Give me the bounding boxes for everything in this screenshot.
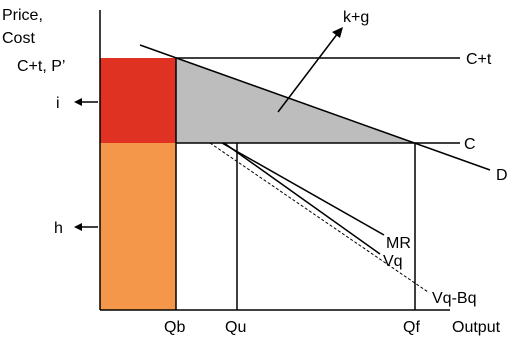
kg-label: k+g (343, 9, 369, 26)
h-area (100, 143, 176, 310)
vqbq-curve (209, 142, 429, 293)
kg-arrow (277, 32, 339, 113)
y-axis-label-line2: Cost (2, 30, 35, 47)
y-axis-label-line1: Price, (2, 7, 43, 24)
d-label: D (496, 167, 508, 184)
ct-label: C+t (466, 51, 492, 68)
qu-tick-label: Qu (225, 319, 246, 336)
x-axis-label: Output (452, 319, 501, 336)
vqbq-label: Vq-Bq (432, 290, 476, 307)
demand-curve (139, 44, 491, 171)
c-label: C (464, 136, 476, 153)
mr-curve (221, 142, 385, 236)
i-area (100, 58, 176, 143)
vq-label: Vq (383, 253, 403, 270)
h-arrow-head (74, 223, 82, 231)
vq-curve (223, 142, 381, 255)
i-label: i (56, 95, 60, 112)
kg-arrow-head (332, 27, 343, 38)
mr-label: MR (386, 235, 411, 252)
h-label: h (54, 220, 63, 237)
qb-tick-label: Qb (164, 319, 185, 336)
i-arrow-head (74, 98, 82, 106)
ct-p-label: C+t, P’ (17, 58, 65, 75)
qf-tick-label: Qf (403, 319, 420, 336)
